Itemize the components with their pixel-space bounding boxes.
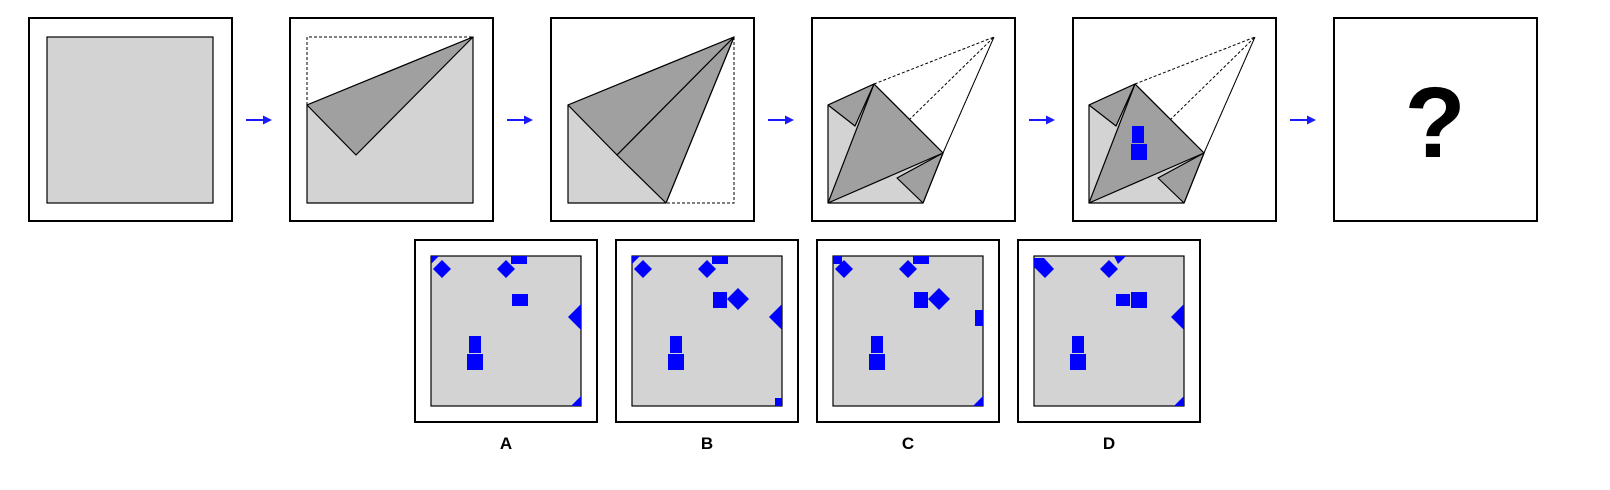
- option-paper: [430, 255, 582, 407]
- option-label: D: [1103, 434, 1115, 453]
- hole-corner: [973, 396, 983, 406]
- option-paper: [631, 255, 783, 407]
- option-label: A: [500, 434, 512, 453]
- hole-square: [1070, 354, 1086, 370]
- hole-diamond: [899, 260, 917, 278]
- hole-edge: [568, 304, 581, 330]
- hole-corner: [1174, 396, 1184, 406]
- punched-hole: [1132, 126, 1144, 143]
- option-label: C: [902, 434, 914, 453]
- folded-flap: [896, 152, 944, 204]
- folded-flap: [1088, 83, 1136, 127]
- hole-diamond: [835, 260, 853, 278]
- hole-square: [975, 310, 983, 326]
- question-panel: ?: [1333, 17, 1538, 222]
- step-3-panel: [550, 17, 755, 222]
- hole-diamond: [433, 260, 451, 278]
- option-paper: [1033, 255, 1185, 407]
- hole-edge: [769, 304, 782, 330]
- hole-square: [775, 398, 782, 406]
- folded-flap-third: [1088, 83, 1205, 204]
- folded-flap: [1157, 152, 1205, 204]
- fold-outline-dashed: [873, 36, 995, 154]
- hole-square: [512, 294, 528, 306]
- hole-square: [1072, 336, 1084, 353]
- arrow-icon: [768, 115, 794, 125]
- option-c[interactable]: C: [816, 239, 1000, 453]
- hole-square: [511, 256, 527, 264]
- folded-flap: [827, 83, 875, 127]
- option-paper: [832, 255, 984, 407]
- step-5-panel: [1072, 17, 1277, 222]
- hole-square: [871, 336, 883, 353]
- arrow-icon: [246, 115, 272, 125]
- option-a[interactable]: A: [414, 239, 598, 453]
- fold-line-dashed: [1203, 36, 1256, 154]
- hole-diamond: [928, 288, 950, 310]
- fold-outline-dashed: [666, 37, 735, 204]
- option-label: B: [701, 434, 713, 453]
- hole-square: [469, 336, 481, 353]
- hole-square: [833, 256, 842, 264]
- folded-flap: [306, 36, 474, 156]
- arrow-icon: [1290, 115, 1316, 125]
- fold-outline-dashed: [1134, 36, 1256, 154]
- folded-flap-second: [616, 36, 735, 204]
- hole-square: [869, 354, 885, 370]
- option-b[interactable]: B: [615, 239, 799, 453]
- folded-flap-third: [827, 83, 944, 204]
- hole-diamond: [727, 288, 749, 310]
- hole-square: [1131, 292, 1147, 308]
- hole-diamond: [497, 260, 515, 278]
- hole-diamond: [634, 260, 652, 278]
- hole-square: [712, 256, 728, 264]
- hole-edge: [1114, 256, 1126, 264]
- hole-square: [668, 354, 684, 370]
- step-2-panel: [289, 17, 494, 222]
- hole-edge: [1171, 304, 1184, 330]
- hole-square: [467, 354, 483, 370]
- step-4-panel: [811, 17, 1016, 222]
- hole-diamond: [698, 260, 716, 278]
- fold-outline-dashed: [306, 36, 473, 105]
- punched-hole: [1131, 144, 1147, 160]
- fold-line-dashed: [942, 36, 995, 154]
- hole-square: [670, 336, 682, 353]
- panel-frame: [1333, 17, 1538, 222]
- option-d[interactable]: D: [1017, 239, 1201, 453]
- step-1-panel: [28, 17, 233, 222]
- hole-corner: [571, 396, 581, 406]
- paper-square: [46, 36, 214, 204]
- hole-square: [914, 292, 928, 308]
- hole-corner: [431, 256, 439, 264]
- hole-corner: [632, 256, 640, 264]
- hole-diamond: [1100, 260, 1118, 278]
- hole-square: [713, 292, 727, 308]
- hole-diamond: [1034, 258, 1054, 278]
- question-mark: ?: [1404, 67, 1465, 179]
- arrow-icon: [1029, 115, 1055, 125]
- hole-square: [1116, 294, 1130, 306]
- hole-square: [913, 256, 929, 264]
- arrow-icon: [507, 115, 533, 125]
